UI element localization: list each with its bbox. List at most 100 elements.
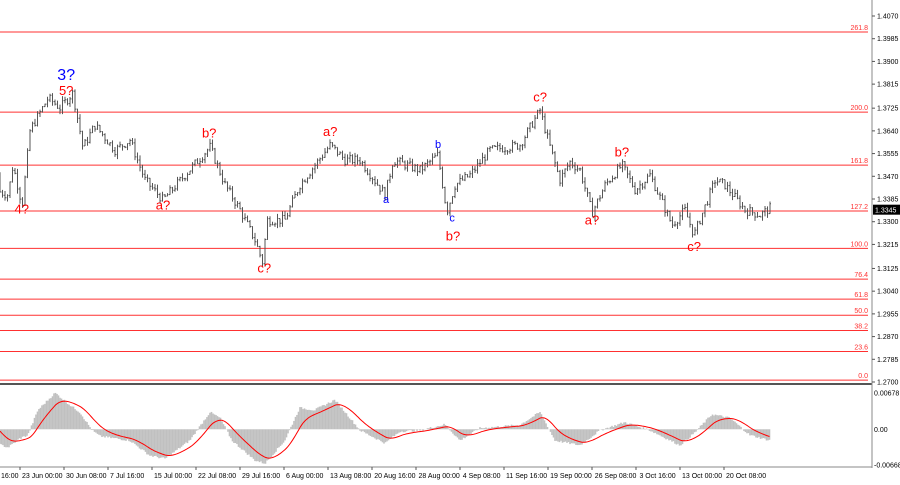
price-bar	[254, 232, 256, 246]
price-bar	[349, 151, 351, 163]
price-bar	[719, 178, 721, 183]
price-bar	[211, 139, 214, 151]
price-bar	[531, 121, 534, 128]
price-bar	[484, 154, 486, 165]
price-bar	[434, 152, 436, 158]
price-bar	[724, 179, 726, 190]
price-bar	[259, 245, 261, 258]
price-bar	[136, 152, 139, 164]
price-bar	[66, 98, 69, 106]
price-tick-label: 1.3125	[877, 266, 899, 273]
price-bar	[411, 158, 414, 172]
price-bar	[229, 185, 231, 191]
price-bar	[566, 162, 569, 172]
price-bar	[394, 162, 396, 167]
price-bar	[584, 177, 586, 192]
price-bar	[684, 203, 686, 210]
price-bar	[291, 195, 294, 208]
price-bar	[516, 142, 519, 150]
price-bar	[76, 108, 79, 124]
wave-label: 5?	[59, 83, 73, 98]
wave-label: c?	[687, 239, 701, 254]
price-bar	[141, 164, 144, 178]
price-bar	[276, 213, 279, 229]
price-bar	[669, 210, 671, 222]
price-bar	[591, 197, 594, 218]
price-bar	[659, 191, 661, 200]
wave-label: a?	[323, 124, 337, 139]
price-bar	[236, 200, 239, 208]
price-bar	[619, 162, 621, 169]
price-bar	[206, 148, 209, 158]
price-bar	[306, 177, 309, 184]
price-bar	[169, 185, 171, 196]
price-bar	[714, 180, 716, 189]
price-bar	[234, 197, 236, 210]
price-bar	[339, 151, 341, 155]
price-bar	[9, 181, 11, 198]
price-bar	[636, 187, 639, 196]
wave-label: a?	[156, 198, 170, 213]
fib-level-label: 23.6	[854, 345, 868, 352]
price-bar	[649, 169, 651, 177]
price-bar	[386, 179, 389, 200]
price-tick-label: 1.2700	[877, 380, 899, 387]
price-bar	[379, 184, 381, 195]
price-bar	[701, 212, 704, 226]
price-bar	[391, 165, 394, 179]
price-bar	[226, 181, 229, 192]
price-bar	[361, 160, 364, 167]
price-bar	[64, 96, 66, 104]
price-bar	[441, 166, 444, 189]
price-bar	[19, 186, 21, 204]
price-bar	[309, 173, 311, 179]
price-bar	[171, 186, 174, 194]
wave-label: a?	[585, 212, 599, 227]
price-tick-label: 1.4070	[877, 14, 899, 21]
fib-level-label: 100.0	[850, 241, 868, 248]
price-bar	[686, 202, 689, 218]
time-tick-label: 11 Sep 16:00	[506, 473, 547, 480]
price-bar	[106, 139, 109, 145]
price-bar	[534, 114, 536, 130]
time-tick-label: 13 Aug 08:00	[330, 473, 371, 480]
price-bar	[621, 159, 624, 173]
price-bar	[716, 177, 719, 186]
price-bar	[639, 180, 641, 194]
price-bar	[611, 175, 614, 183]
price-bar	[574, 162, 576, 175]
price-bar	[749, 203, 751, 216]
price-bar	[14, 168, 16, 175]
price-bar	[321, 154, 324, 161]
price-bar	[589, 191, 591, 203]
price-bar	[471, 165, 474, 178]
price-bar	[326, 146, 329, 154]
price-bar	[139, 155, 141, 172]
price-bar	[311, 167, 314, 180]
price-bar	[46, 96, 49, 108]
price-bar	[454, 186, 456, 199]
price-bar	[586, 187, 589, 197]
price-bar	[759, 215, 761, 218]
price-bar	[246, 215, 249, 223]
price-bar	[344, 153, 346, 167]
price-bar	[549, 129, 551, 146]
price-bar	[26, 148, 29, 179]
price-bar	[581, 166, 584, 184]
price-bar	[336, 146, 339, 157]
price-bar	[29, 129, 31, 152]
price-bar	[664, 195, 666, 217]
price-bar	[261, 253, 264, 267]
price-tick-label: 1.3385	[877, 197, 899, 204]
price-bar	[316, 158, 319, 169]
price-bar	[289, 205, 291, 218]
price-bar	[489, 146, 491, 152]
price-tick-label: 1.2955	[877, 311, 899, 318]
price-bar	[551, 144, 554, 155]
price-bar	[559, 169, 561, 187]
price-bar	[624, 161, 626, 171]
price-bar	[449, 202, 451, 217]
price-bar	[446, 201, 449, 216]
